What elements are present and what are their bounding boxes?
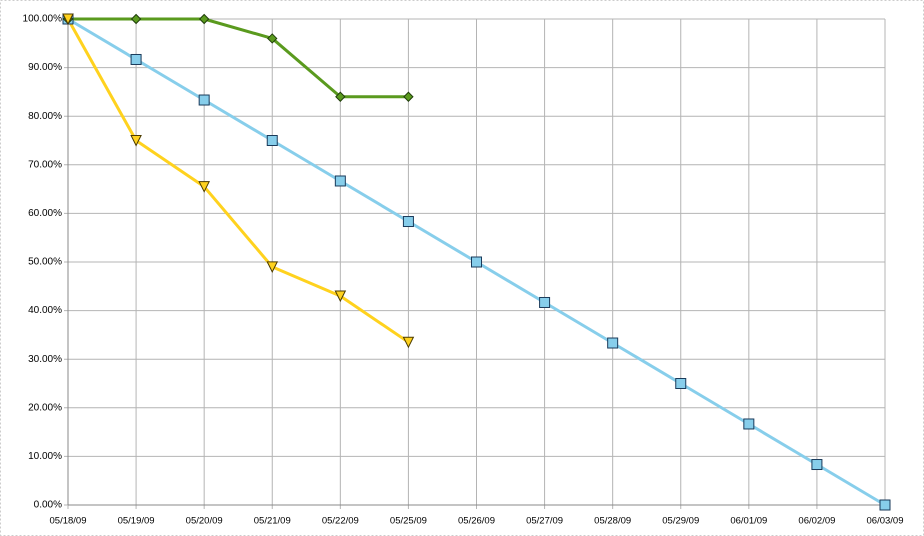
marker [402, 216, 414, 228]
x-tick-label: 05/26/09 [458, 516, 495, 527]
x-tick-label: 05/19/09 [118, 516, 155, 527]
marker [198, 13, 210, 25]
x-tick-label: 06/02/09 [798, 516, 835, 527]
marker [675, 378, 687, 389]
marker [607, 337, 619, 349]
y-tick-label: 70.00% [28, 159, 62, 170]
marker [266, 135, 278, 146]
marker [334, 290, 347, 303]
marker [198, 181, 210, 193]
marker [267, 33, 278, 44]
marker [471, 256, 482, 268]
marker [198, 94, 210, 106]
x-tick-label: 06/01/09 [730, 516, 767, 527]
x-tick-label: 05/28/09 [594, 516, 631, 527]
y-tick-label: 100.00% [23, 14, 63, 25]
x-tick-label: 05/20/09 [186, 516, 223, 527]
marker [62, 13, 74, 26]
marker [130, 135, 142, 147]
marker [539, 296, 551, 308]
y-tick-label: 40.00% [28, 305, 62, 316]
x-tick-label: 06/03/09 [867, 516, 904, 527]
marker [811, 459, 823, 471]
series-line [66, 18, 410, 344]
x-tick-label: 05/25/09 [390, 516, 427, 527]
marker [130, 13, 142, 25]
y-tick-label: 60.00% [28, 208, 62, 219]
y-tick-label: 80.00% [28, 111, 62, 122]
marker [879, 499, 891, 511]
series-line [68, 17, 409, 99]
y-tick-label: 50.00% [28, 257, 62, 268]
x-tick-label: 05/29/09 [662, 516, 699, 527]
x-tick-label: 05/21/09 [254, 516, 291, 527]
y-tick-label: 10.00% [28, 451, 62, 462]
marker [402, 336, 415, 349]
marker [743, 418, 755, 430]
y-tick-label: 20.00% [28, 402, 62, 413]
y-tick-label: 30.00% [28, 354, 62, 365]
marker [403, 91, 414, 102]
x-tick-label: 05/22/09 [322, 516, 359, 527]
marker [130, 53, 142, 65]
y-tick-label: 0.00% [34, 500, 62, 511]
marker [334, 175, 346, 187]
x-tick-label: 05/18/09 [50, 516, 87, 527]
marker [335, 91, 346, 102]
y-tick-label: 90.00% [28, 62, 62, 73]
marker [266, 261, 279, 273]
x-tick-label: 05/27/09 [526, 516, 563, 527]
